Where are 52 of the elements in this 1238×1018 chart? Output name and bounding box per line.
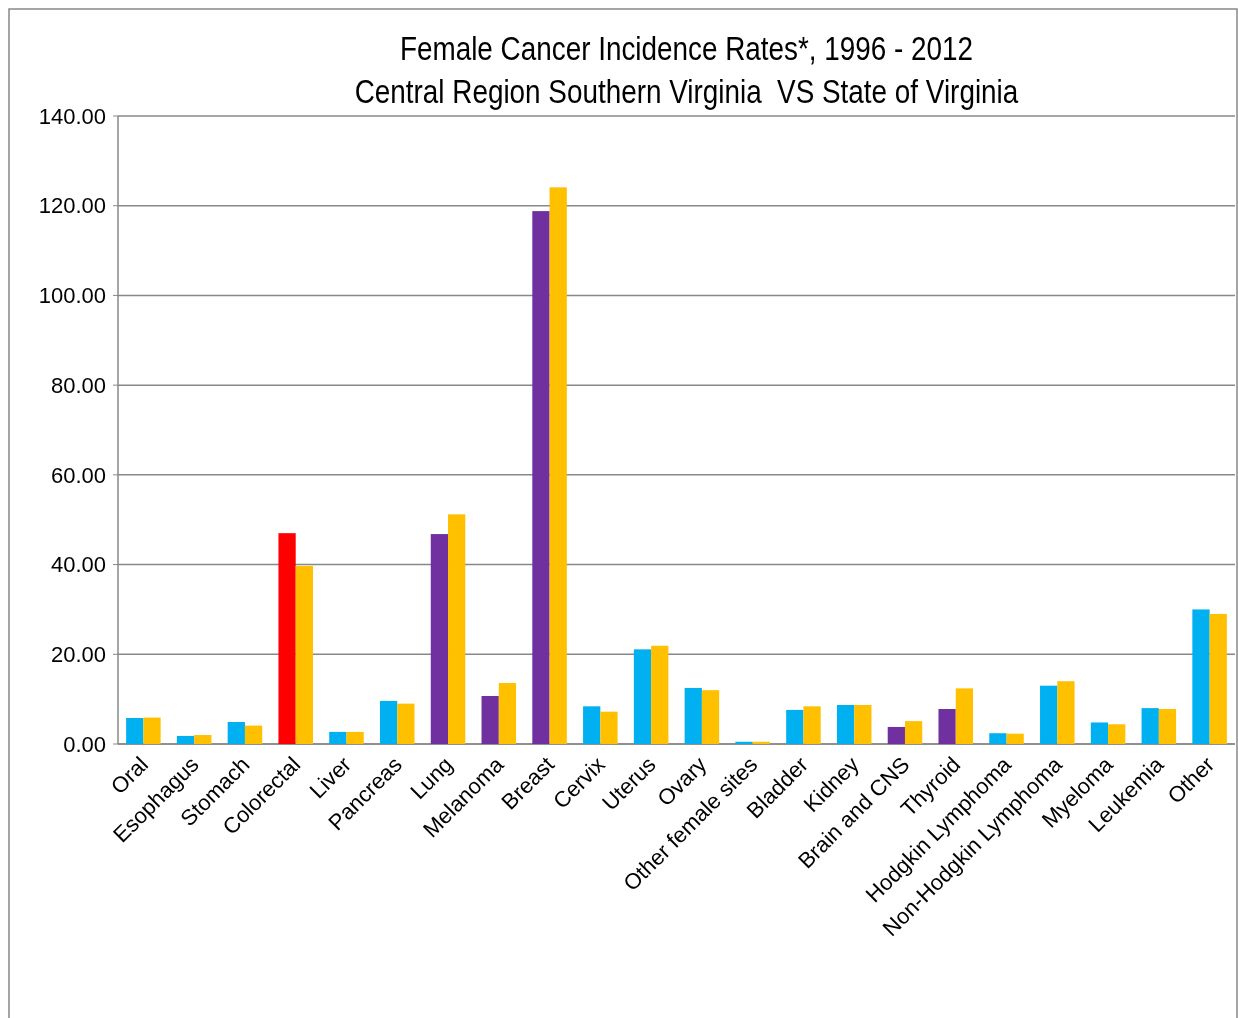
bar bbox=[430, 534, 449, 744]
bar bbox=[143, 717, 161, 744]
bar bbox=[397, 703, 415, 744]
bar bbox=[329, 731, 347, 744]
bar bbox=[244, 725, 263, 744]
bar bbox=[1141, 708, 1159, 744]
bar bbox=[803, 706, 821, 744]
bar bbox=[346, 731, 364, 744]
y-tick-label: 60.00 bbox=[50, 462, 106, 488]
y-tick-label: 120.00 bbox=[38, 193, 106, 219]
bar bbox=[633, 649, 652, 744]
bar bbox=[583, 706, 601, 744]
bar bbox=[1090, 722, 1109, 744]
y-tick-label: 20.00 bbox=[50, 641, 106, 667]
bar bbox=[701, 690, 720, 744]
bar bbox=[194, 735, 212, 744]
y-tick-label: 80.00 bbox=[50, 372, 106, 398]
bar bbox=[379, 700, 398, 744]
bar bbox=[786, 709, 804, 744]
bar bbox=[955, 688, 974, 744]
bar bbox=[481, 696, 499, 744]
bar bbox=[1209, 613, 1227, 744]
bar bbox=[836, 704, 855, 744]
bar bbox=[1057, 681, 1075, 744]
bar bbox=[735, 741, 753, 744]
bar bbox=[176, 735, 195, 744]
bar bbox=[126, 717, 144, 744]
bar bbox=[498, 682, 517, 744]
bar bbox=[448, 514, 466, 744]
bar bbox=[1006, 733, 1024, 744]
bar bbox=[295, 565, 313, 744]
bar bbox=[1158, 709, 1177, 744]
chart-title: Female Cancer Incidence Rates*, 1996 - 2012 Central Region Southern Virginia VS State of Virginia bbox=[354, 29, 1019, 111]
bar bbox=[904, 721, 923, 744]
bar bbox=[1108, 724, 1126, 744]
bar bbox=[854, 704, 872, 744]
bar bbox=[1040, 685, 1058, 744]
bar bbox=[278, 533, 296, 744]
y-tick-label: 40.00 bbox=[50, 552, 106, 578]
bar bbox=[887, 726, 905, 744]
bar bbox=[549, 187, 567, 744]
bar bbox=[651, 645, 669, 744]
bar bbox=[227, 722, 245, 744]
bar bbox=[600, 711, 618, 744]
y-tick-label: 140.00 bbox=[38, 103, 106, 129]
y-tick-label: 0.00 bbox=[63, 731, 106, 757]
bar bbox=[1192, 609, 1210, 744]
y-tick-label: 100.00 bbox=[38, 283, 106, 309]
bar bbox=[684, 687, 702, 744]
bar bbox=[989, 733, 1007, 744]
bar bbox=[532, 211, 550, 744]
bar bbox=[938, 709, 956, 744]
